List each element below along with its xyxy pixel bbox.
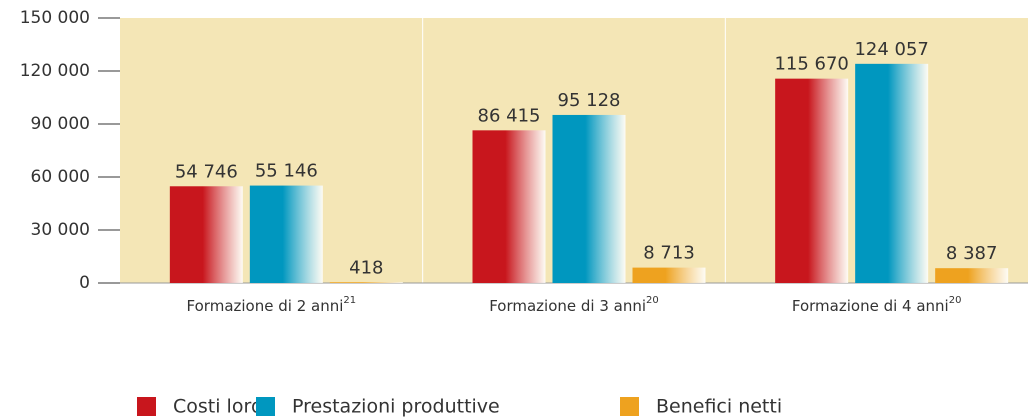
value-label: 86 415 xyxy=(478,105,541,126)
bar xyxy=(169,186,243,283)
legend-swatch xyxy=(256,397,275,416)
y-tick-label: 150 000 xyxy=(20,8,90,28)
bar xyxy=(632,267,706,283)
y-tick-label: 0 xyxy=(79,273,90,293)
bar xyxy=(249,185,323,283)
x-tick-label: Formazione di 3 anni20 xyxy=(489,295,659,315)
y-tick-label: 60 000 xyxy=(31,167,90,187)
bar xyxy=(855,63,929,283)
value-label: 95 128 xyxy=(558,90,621,111)
value-label: 8 713 xyxy=(643,243,695,264)
bar xyxy=(552,114,626,283)
legend-label: Costi lordi xyxy=(173,396,268,418)
value-label: 55 146 xyxy=(255,161,318,182)
y-tick-label: 30 000 xyxy=(31,220,90,240)
bar xyxy=(472,130,546,283)
legend-swatch xyxy=(620,397,639,416)
x-tick-label: Formazione di 2 anni21 xyxy=(187,295,357,315)
value-label: 54 746 xyxy=(175,161,238,182)
bar xyxy=(329,282,403,283)
x-tick-label: Formazione di 4 anni20 xyxy=(792,295,962,315)
value-label: 418 xyxy=(349,257,383,278)
y-tick-label: 90 000 xyxy=(31,114,90,134)
legend-swatch xyxy=(137,397,156,416)
bar xyxy=(775,78,849,284)
y-tick-label: 120 000 xyxy=(20,61,90,81)
value-label: 115 670 xyxy=(774,54,848,75)
value-label: 8 387 xyxy=(946,243,998,264)
legend-label: Benefici netti xyxy=(656,396,782,418)
bar xyxy=(935,268,1009,283)
value-label: 124 057 xyxy=(854,39,928,60)
legend-label: Prestazioni produttive xyxy=(292,396,500,418)
